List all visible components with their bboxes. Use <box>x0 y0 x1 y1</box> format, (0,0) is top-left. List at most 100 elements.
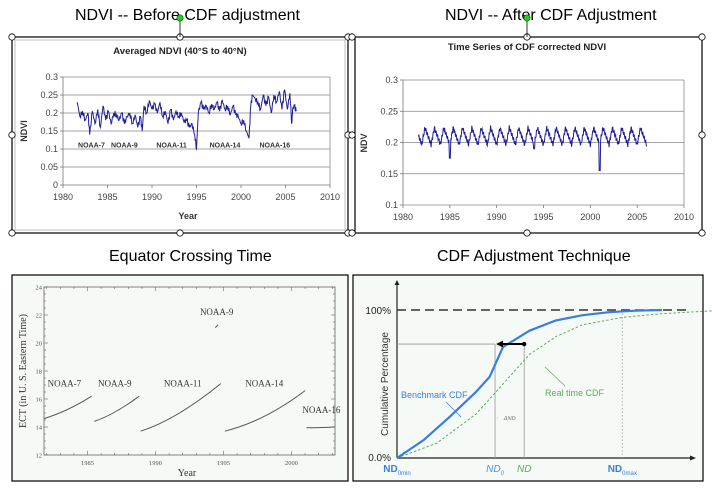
chart-title: Time Series of CDF corrected NDVI <box>448 42 606 53</box>
satellite-label: NOAA-7 <box>48 378 82 388</box>
chart-frame <box>354 36 703 234</box>
x-tick-label: 1990 <box>149 460 162 467</box>
y-axis-label: NDVI <box>19 120 29 142</box>
satellite-label: NOAA-14 <box>245 378 283 388</box>
chart-ndvi-after[interactable]: Time Series of CDF corrected NDVI 0.1 0.1… <box>354 36 703 234</box>
x-tick-label: 1990 <box>487 212 507 222</box>
y-tick-label: 0.25 <box>40 90 58 100</box>
x-tick-label: 1980 <box>53 192 73 202</box>
y-tick-label: 14 <box>36 425 43 432</box>
y-tick-label: 0.2 <box>385 138 398 148</box>
x-tick-label: 1995 <box>217 460 230 467</box>
y-tick-label: 100% <box>365 306 391 317</box>
real-time-cdf-pointer <box>544 366 566 387</box>
benchmark-cdf-curve <box>396 308 663 459</box>
x-tick-label: ND0max <box>608 464 637 477</box>
rotate-handle[interactable] <box>523 14 531 22</box>
rotate-handle[interactable] <box>176 14 184 22</box>
x-axis-label: Year <box>178 468 197 479</box>
x-axis-arrow-icon <box>690 455 696 461</box>
x-tick-label: 2010 <box>674 212 694 222</box>
y-tick-label: 0.3 <box>385 75 398 85</box>
chart-cdf[interactable]: 100% 0.0% Cumulative Percentage ΔND Benchmar… <box>352 274 712 482</box>
satellite-label: NOAA-14 <box>210 142 241 149</box>
x-axis-label: Year <box>178 211 198 221</box>
resize-handle[interactable] <box>698 33 706 41</box>
resize-handle[interactable] <box>348 229 356 237</box>
resize-handle[interactable] <box>523 229 531 237</box>
panel-title-cdf: CDF Adjustment Technique <box>437 248 631 265</box>
panel-title-after: NDVI -- After CDF Adjustment <box>445 7 657 24</box>
resize-handle[interactable] <box>176 229 184 237</box>
x-tick-label: 1995 <box>186 192 206 202</box>
y-tick-label: 0.25 <box>380 106 398 116</box>
y-tick-label: 24 <box>36 285 43 292</box>
arrow-head-icon <box>496 340 504 348</box>
y-axis-label: ECT (in U. S. Eastern Time) <box>18 314 29 428</box>
real-time-cdf-curve <box>396 310 712 459</box>
selection-handles[interactable] <box>8 14 706 237</box>
y-tick-label: 22 <box>36 313 43 320</box>
y-axis-label: Cumulative Percentage <box>380 332 391 436</box>
satellite-label: NOAA-16 <box>259 142 290 149</box>
x-tick-label: 1990 <box>142 192 162 202</box>
panel-title-before: NDVI -- Before CDF adjustment <box>75 7 300 24</box>
y-tick-label: 0.3 <box>45 72 58 82</box>
resize-handle[interactable] <box>8 33 16 41</box>
satellite-label: NOAA-11 <box>164 378 202 388</box>
ect-curve <box>306 426 336 429</box>
ndvi-line <box>76 89 297 151</box>
ect-curve <box>224 390 306 432</box>
chart-inner-frame <box>14 39 346 231</box>
x-tick-label: ND0min <box>383 464 410 477</box>
ect-curve <box>43 395 92 420</box>
satellite-label: NOAA-7 <box>78 142 105 149</box>
resize-handle[interactable] <box>8 229 16 237</box>
y-tick-label: 20 <box>36 341 43 348</box>
y-tick-label: 0.1 <box>385 200 398 210</box>
chart-frame <box>352 274 704 482</box>
y-tick-label: 0.0% <box>368 453 391 464</box>
real-time-cdf-label: Real time CDF <box>545 388 605 398</box>
arrow-tail-dot <box>522 341 527 347</box>
chart-frame <box>11 274 349 482</box>
x-tick-label: ND0 <box>486 464 504 477</box>
satellite-label: NOAA-16 <box>302 405 340 415</box>
y-tick-label: 0.2 <box>45 108 58 118</box>
y-axis-arrow-icon <box>394 280 400 285</box>
y-tick-label: 12 <box>36 453 43 460</box>
ect-curve <box>94 395 140 422</box>
chart-ect[interactable]: 12 14 16 18 20 22 24 1985 1990 1995 2000 NOAA-7 NOA… <box>11 274 349 482</box>
y-tick-label: 0 <box>53 180 58 190</box>
ect-curve <box>214 324 219 328</box>
y-axis-label: NDV <box>359 133 369 152</box>
satellite-label: NOAA-9 <box>98 378 132 388</box>
y-tick-label: 16 <box>36 397 43 404</box>
resize-handle[interactable] <box>348 131 356 139</box>
resize-handle[interactable] <box>8 131 16 139</box>
delta-nd-label: ΔND <box>503 416 516 422</box>
benchmark-cdf-label: Benchmark CDF <box>401 390 468 400</box>
x-tick-label: 2000 <box>231 192 251 202</box>
x-tick-label: 2005 <box>627 212 647 222</box>
satellite-label: NOAA-9 <box>200 307 234 317</box>
y-tick-label: 18 <box>36 369 43 376</box>
y-tick-label: 0.1 <box>45 144 58 154</box>
x-tick-label: 1985 <box>440 212 460 222</box>
ndvi-corrected-line <box>417 125 647 172</box>
ect-curve <box>140 383 222 432</box>
satellite-label: NOAA-11 <box>156 142 186 149</box>
x-tick-label: ND <box>517 464 531 475</box>
resize-handle[interactable] <box>698 229 706 237</box>
chart-ndvi-before[interactable]: Averaged NDVI (40°S to 40°N) 0 0.05 0.1 0.1… <box>11 36 349 234</box>
x-tick-label: 1995 <box>533 212 553 222</box>
x-tick-label: 2005 <box>275 192 295 202</box>
y-tick-label: 0.15 <box>40 126 58 136</box>
x-tick-label: 1980 <box>393 212 413 222</box>
y-tick-label: 0.15 <box>380 169 398 179</box>
x-tick-label: 2000 <box>580 212 600 222</box>
resize-handle[interactable] <box>348 33 356 41</box>
x-tick-label: 2010 <box>320 192 340 202</box>
resize-handle[interactable] <box>698 131 706 139</box>
